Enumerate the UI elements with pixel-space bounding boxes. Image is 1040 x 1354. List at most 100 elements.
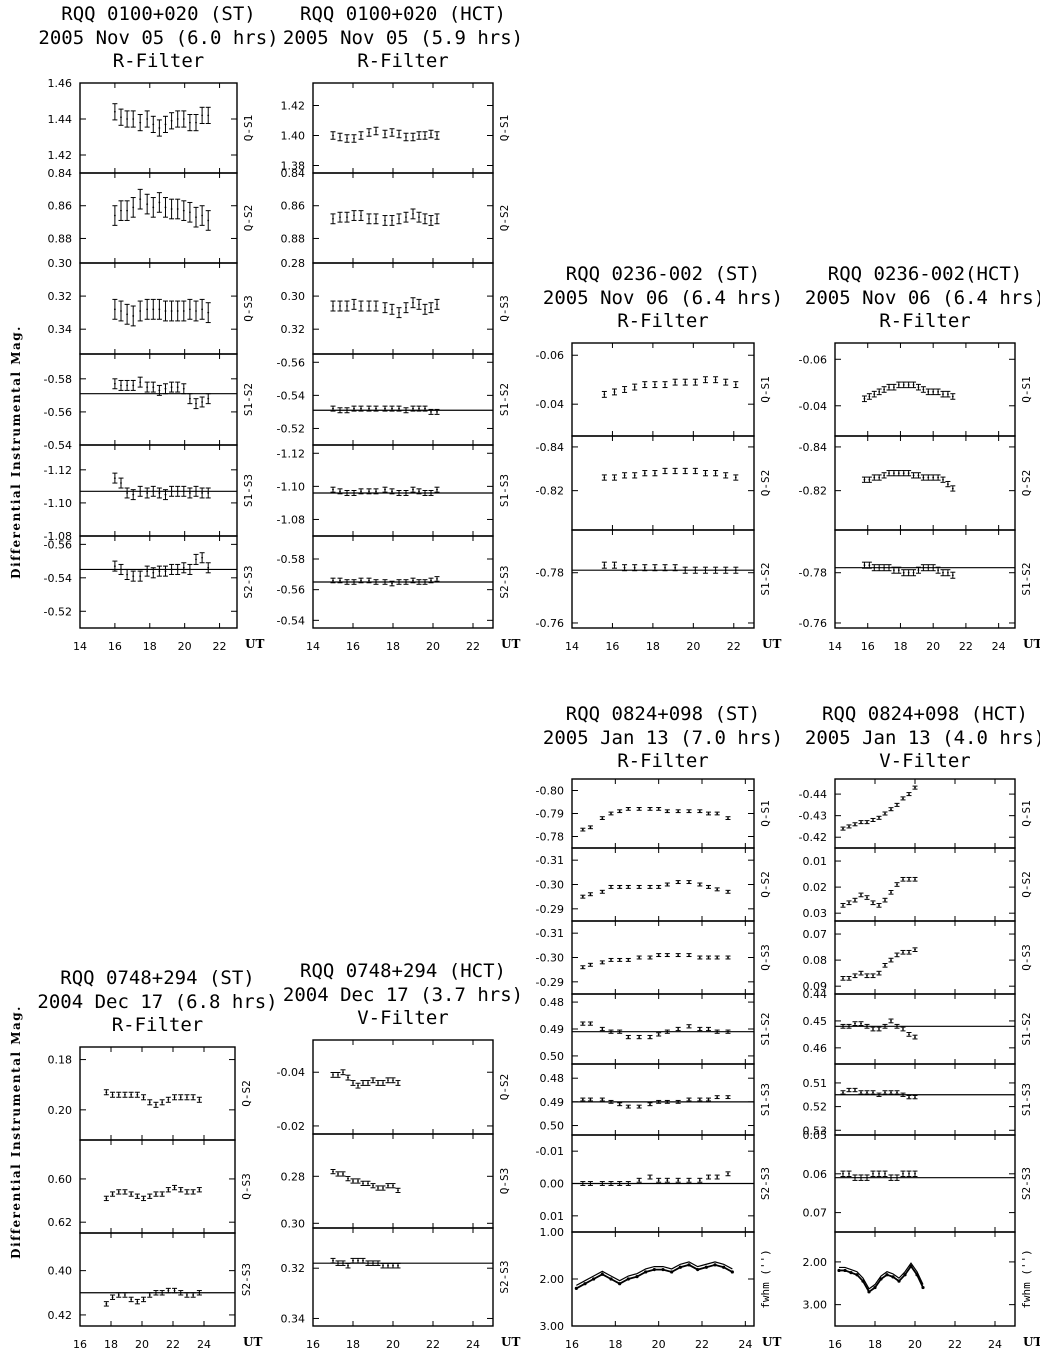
data-point [173,1186,176,1189]
data-point [654,566,656,569]
data-point [727,1172,729,1175]
data-point [633,386,636,388]
y-tick-label: 0.48 [540,996,565,1009]
data-point [917,474,920,477]
data-point [707,1098,710,1101]
data-point [382,1264,384,1267]
data-point [908,951,910,954]
y-tick-label: 3.00 [803,1299,828,1312]
data-point [623,474,626,477]
subplot-frame [312,353,494,446]
data-point [724,381,727,384]
data-point [698,1179,701,1182]
data-point [581,966,584,969]
fwhm-point [644,1270,648,1274]
data-point [360,214,362,217]
data-point [848,825,850,828]
data-point [198,1098,201,1101]
subplot-frame [834,920,1016,995]
data-point [860,1176,862,1179]
data-point [727,1030,729,1033]
data-point [666,883,669,886]
data-point [618,886,621,888]
subplot-p0824hct-6: 2.00 3.00 fwhm ('') [803,1231,1033,1327]
subplot-label: Q-S2 [1020,470,1033,497]
fwhm-point [915,1273,919,1277]
subplot-frame [79,444,238,537]
data-point [677,954,680,956]
data-point [937,569,939,572]
y-tick-label: 0.01 [803,855,828,868]
data-point [362,1259,364,1262]
data-point [347,1076,349,1079]
data-point [947,393,949,396]
data-point [942,393,944,396]
y-tick-label: -0.29 [536,976,564,989]
data-point [418,581,420,583]
y-tick-label: 0.88 [281,232,306,245]
panel-p0100st: RQQ 0100+020 (ST)2005 Nov 05 (6.0 hrs)R-… [38,3,278,653]
subplot-label: fwhm ('') [1020,1249,1033,1309]
subplot-p0824hct-5: 0.05 0.06 0.07 S2-S3 [803,1129,1033,1233]
data-point [688,881,690,883]
data-point [182,310,185,312]
y-tick-label: 0.32 [281,323,306,336]
subplot-frame [834,847,1016,922]
data-point [914,1036,916,1038]
y-tick-label: 0.40 [48,1265,73,1278]
data-point [382,1187,384,1189]
data-point [902,472,905,475]
y-tick-label: 0.86 [281,200,306,213]
data-point [883,388,885,391]
y-tick-label: -1.08 [277,513,305,526]
data-point [405,216,407,219]
data-point [170,310,173,312]
data-point [698,810,701,813]
data-point [688,1179,690,1182]
subplot-frame [571,993,755,1065]
data-point [932,476,935,479]
data-point [613,564,616,567]
data-point [201,492,204,494]
panel-title-line: RQQ 0236-002(HCT) [828,263,1022,285]
data-point [884,1172,886,1175]
fwhm-point [678,1265,682,1269]
y-tick-label: 0.07 [803,928,828,941]
x-tick-label: 18 [868,1338,882,1351]
subplot-frame [834,778,1016,849]
data-point [866,1025,868,1028]
fwhm-point [730,1270,734,1274]
data-point [158,127,161,129]
data-point [424,407,426,410]
data-point [332,1170,334,1173]
data-point [436,488,438,491]
y-tick-label: -0.30 [536,879,564,892]
data-point [896,883,898,886]
subplot-frame [312,1227,494,1327]
y-tick-label: 0.60 [48,1173,73,1186]
data-point [167,1188,170,1191]
data-point [848,1089,850,1091]
data-point [589,1098,592,1101]
data-point [866,821,868,824]
y-tick-label: 0.02 [803,881,828,894]
subplot-p0100hct-4: -1.12 -1.10 -1.08 S1-S3 [277,444,511,537]
data-point [158,570,161,573]
data-point [727,956,729,959]
data-point [158,308,161,311]
data-point [139,121,142,124]
data-point [927,566,930,569]
data-point [189,492,191,494]
x-tick-label: 18 [893,640,907,653]
panel-title-line: R-Filter [617,310,709,332]
data-point [176,568,179,571]
subplot-label: S2-S3 [1020,1167,1033,1200]
data-point [179,1096,182,1099]
data-point [897,569,900,572]
data-point [120,384,122,387]
fwhm-point [879,1277,883,1281]
subplot-label: S1-S3 [759,1083,772,1116]
data-point [176,118,179,120]
y-tick-label: -0.82 [799,485,827,498]
data-point [610,959,612,961]
